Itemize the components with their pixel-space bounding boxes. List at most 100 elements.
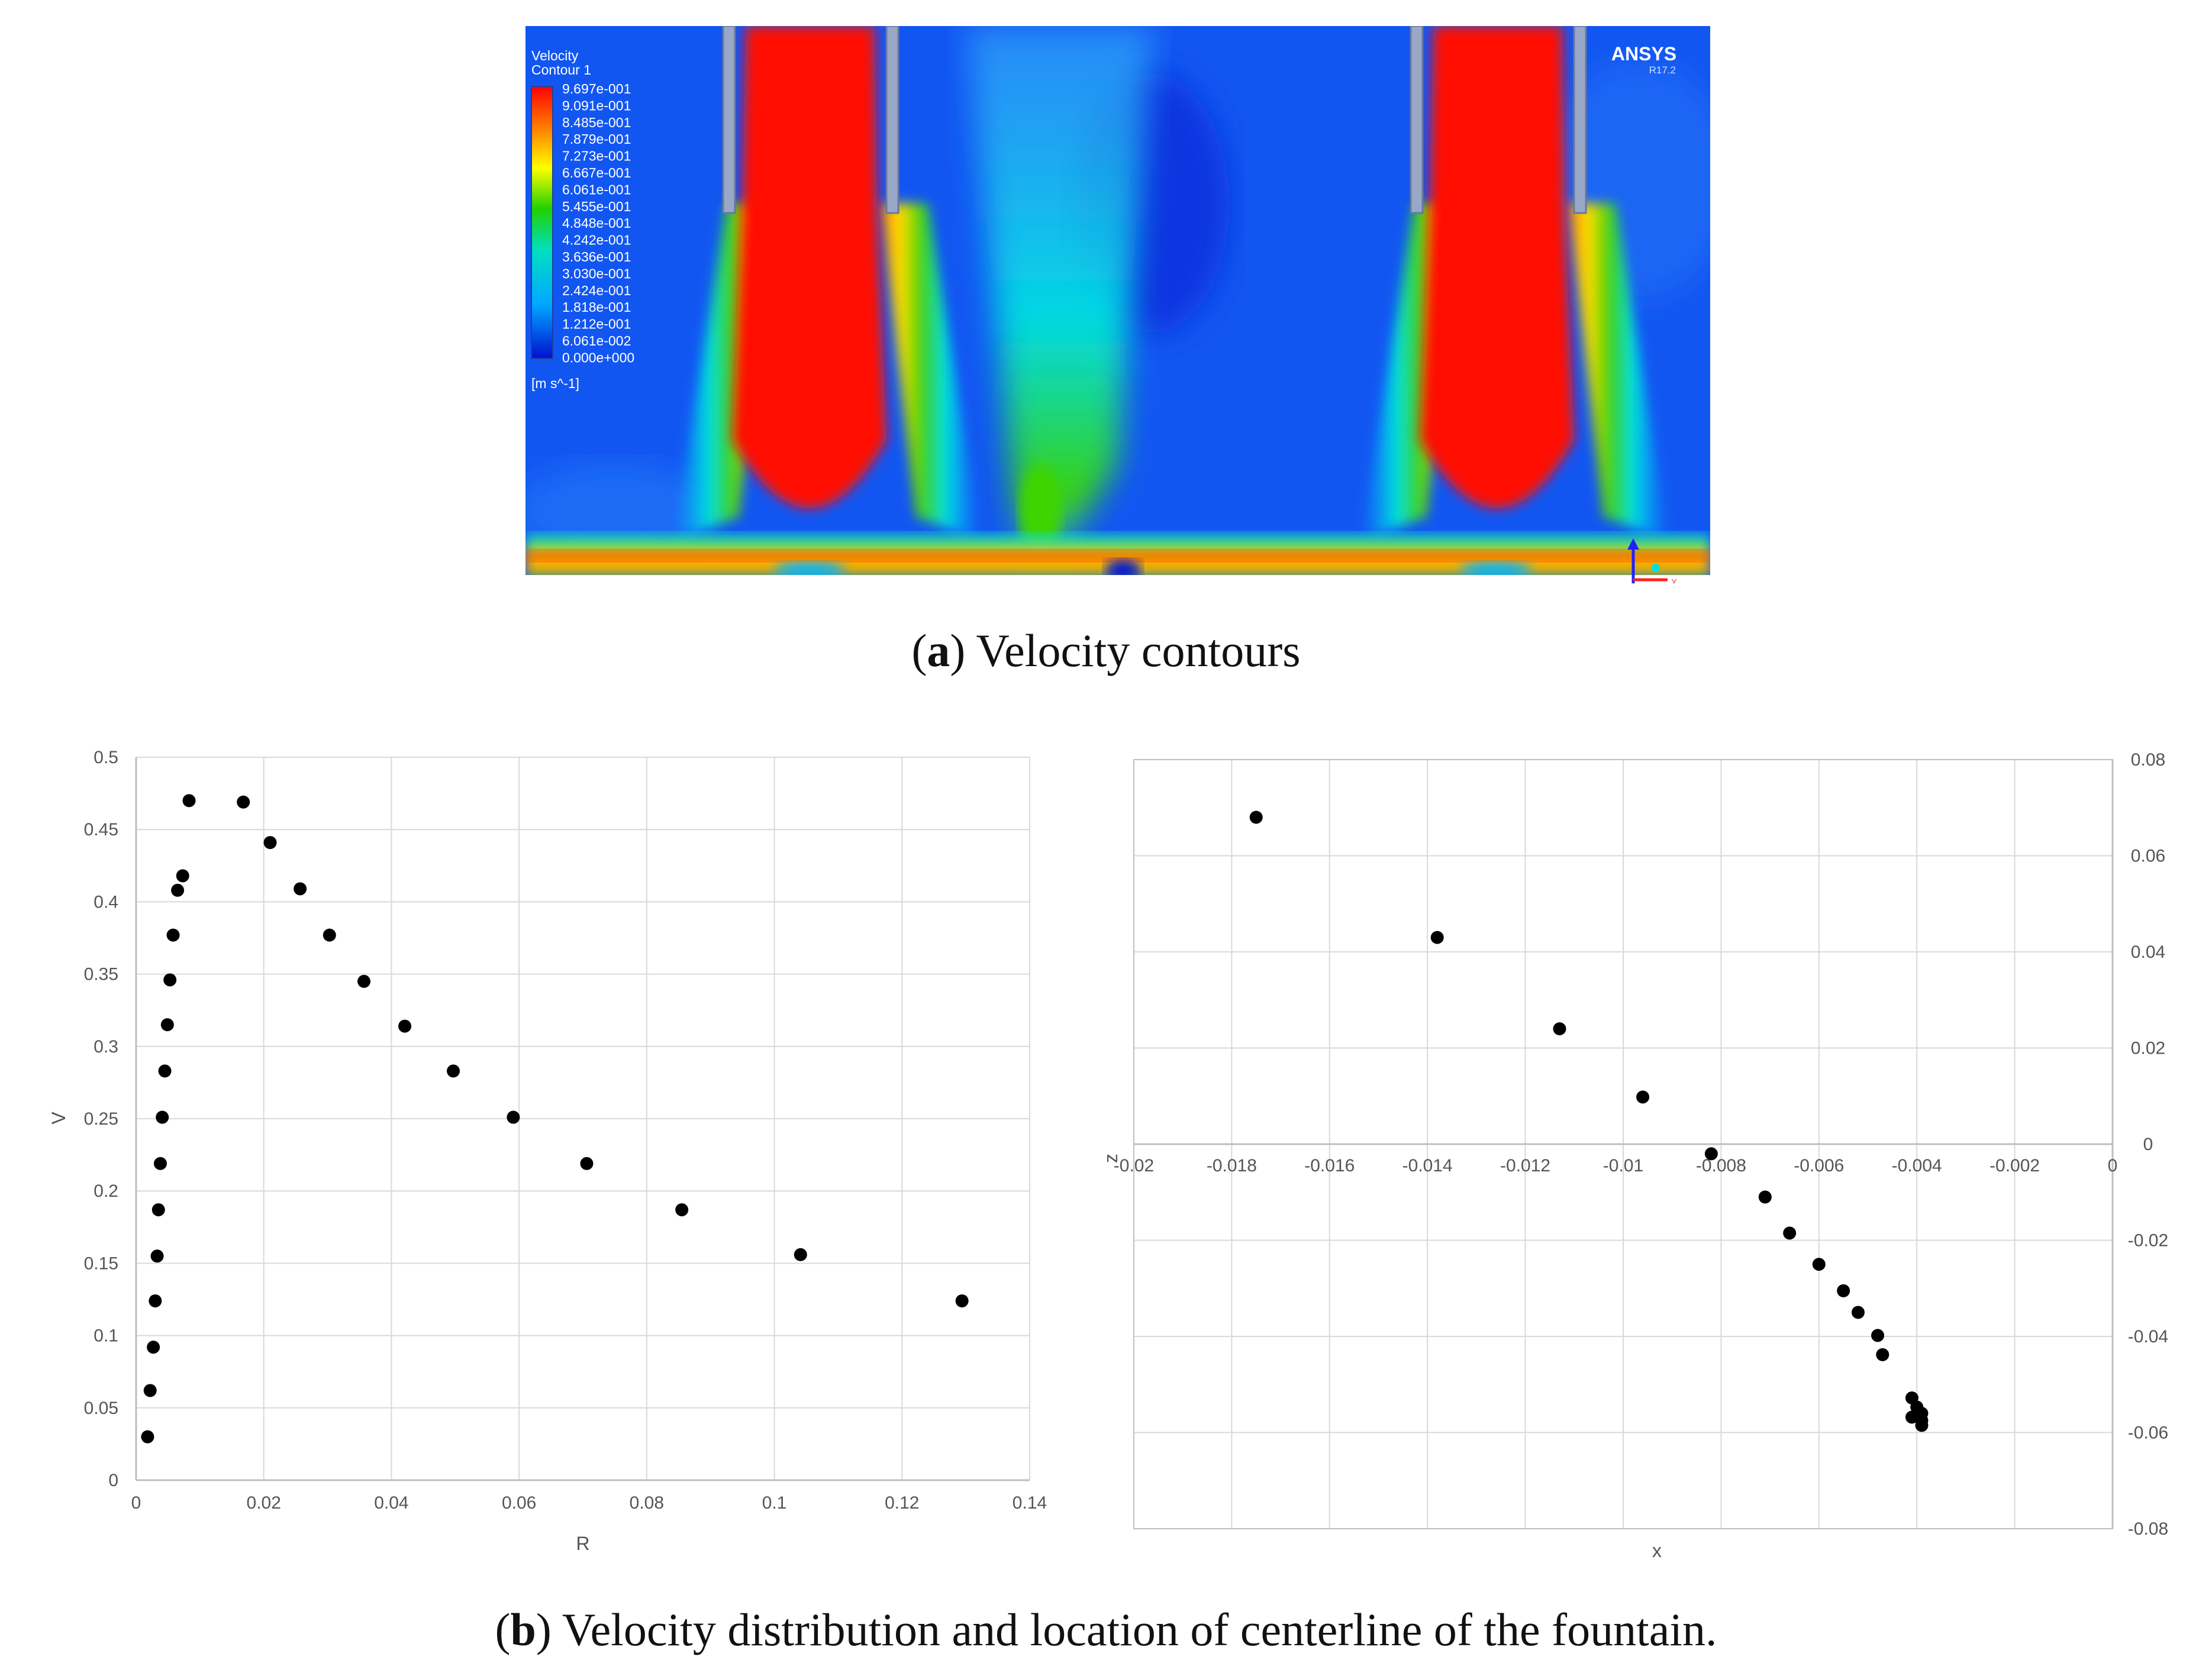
y-tick-label: 0.2 (93, 1181, 118, 1201)
x-tick-label: -0.02 (1114, 1156, 1154, 1176)
data-point (1876, 1348, 1889, 1361)
data-point (158, 1064, 172, 1078)
data-point (1812, 1258, 1826, 1271)
data-point (143, 1384, 157, 1397)
data-point (398, 1019, 412, 1033)
velocity-distribution-chart: 0 0.02 0.04 0.06 0.08 0.1 0.12 0.14 0 0.05 0.1 0.15… (48, 748, 1047, 1554)
ansys-version: R17.2 (1649, 64, 1676, 76)
data-point (1430, 931, 1444, 944)
x-tick-label: 0 (131, 1493, 141, 1513)
y-tick-label: -0.02 (2128, 1231, 2168, 1251)
data-point (163, 973, 177, 987)
legend-value: 3.636e-001 (562, 249, 631, 264)
data-point (160, 1018, 174, 1032)
data-point (141, 1430, 154, 1444)
legend-value: 9.091e-001 (562, 98, 631, 113)
data-point (1636, 1090, 1650, 1104)
x-tick-label: -0.01 (1603, 1156, 1643, 1176)
data-point (150, 1249, 164, 1263)
y-tick-label: 0.35 (84, 965, 118, 984)
x-tick-label: -0.006 (1794, 1156, 1844, 1176)
data-point (171, 883, 185, 897)
x-tick-label: -0.016 (1304, 1156, 1355, 1176)
legend-value: 8.485e-001 (562, 115, 631, 130)
caption-b: (b) Velocity distribution and location o… (495, 1604, 1717, 1655)
velocity-contour-image: Velocity Contour 1 9.697e-001 9.091e-001 8… (525, 26, 1710, 583)
x-axis-title: x (1652, 1540, 1662, 1561)
data-point (151, 1203, 165, 1216)
y-axis-title: z (1100, 1154, 1121, 1163)
legend-values: 9.697e-001 9.091e-001 8.485e-0017.879e-001… (562, 81, 634, 365)
x-tick-label: 0.02 (247, 1493, 281, 1513)
axis-triad-icon: x (1627, 538, 1677, 583)
data-point (147, 1341, 160, 1354)
data-series (1249, 810, 1929, 1432)
data-point (1249, 810, 1263, 824)
data-point (1915, 1419, 1929, 1432)
data-point (323, 928, 336, 942)
legend-value: 9.697e-001 (562, 81, 631, 96)
legend-subtitle: Contour 1 (531, 62, 591, 77)
data-point (1704, 1147, 1718, 1161)
legend-value: 7.879e-001 (562, 131, 631, 147)
data-point (153, 1157, 167, 1170)
x-tick-label: -0.004 (1892, 1156, 1942, 1176)
y-tick-label: 0.45 (84, 820, 118, 839)
legend-value: 7.273e-001 (562, 148, 631, 164)
y-tick-label: 0.06 (2131, 847, 2165, 866)
ansys-logo: ANSYS (1611, 43, 1676, 64)
data-point (675, 1203, 689, 1216)
y-tick-label: -0.04 (2128, 1327, 2168, 1346)
legend-value: 2.424e-001 (562, 283, 631, 298)
y-tick-label: 0.25 (84, 1109, 118, 1129)
gridlines (136, 757, 1030, 1481)
data-point (176, 869, 189, 883)
x-tick-label: 0.08 (630, 1493, 664, 1513)
x-tick-label: -0.018 (1207, 1156, 1257, 1176)
data-point (149, 1294, 162, 1307)
data-point (1553, 1022, 1566, 1035)
data-point (166, 928, 180, 942)
x-tick-label: -0.008 (1696, 1156, 1746, 1176)
legend-value: 1.818e-001 (562, 299, 631, 315)
legend-value: 1.212e-001 (562, 317, 631, 332)
data-point (1851, 1306, 1865, 1319)
y-tick-label: -0.08 (2128, 1519, 2168, 1539)
x-axis-title: R (576, 1533, 589, 1554)
y-tick-label: -0.06 (2128, 1423, 2168, 1443)
data-point (182, 794, 196, 808)
y-tick-label: 0.5 (93, 748, 118, 767)
y-tick-label: 0 (108, 1471, 118, 1490)
legend-value: 5.455e-001 (562, 199, 631, 214)
data-point (580, 1157, 594, 1170)
y-tick-label: 0.1 (93, 1326, 118, 1346)
data-point (955, 1294, 969, 1307)
x-tick-label: 0.12 (885, 1493, 919, 1513)
data-point (156, 1110, 169, 1124)
caption-a: (a) Velocity contours (911, 625, 1301, 676)
y-tick-label: 0.3 (93, 1037, 118, 1057)
triad-x-label: x (1671, 576, 1677, 583)
x-tick-label: 0.1 (762, 1493, 787, 1513)
x-tick-label: 0 (2108, 1156, 2118, 1176)
x-tick-label: -0.014 (1402, 1156, 1453, 1176)
legend-value: 3.030e-001 (562, 266, 631, 281)
legend-value: 6.061e-002 (562, 333, 631, 348)
data-series (141, 794, 969, 1444)
y-tick-label: 0.04 (2131, 942, 2165, 962)
data-point (237, 795, 250, 809)
x-tick-label: -0.002 (1989, 1156, 2040, 1176)
legend-value: 4.848e-001 (562, 215, 631, 231)
y-tick-label: 0.15 (84, 1254, 118, 1273)
data-point (1905, 1410, 1918, 1424)
data-point (1837, 1284, 1850, 1297)
data-point (1758, 1190, 1772, 1204)
x-tick-label: 0.14 (1013, 1493, 1047, 1513)
data-point (447, 1064, 460, 1078)
y-tick-label: 0.4 (93, 892, 118, 912)
x-tick-label: -0.012 (1500, 1156, 1550, 1176)
data-point (507, 1110, 520, 1124)
legend-value: 4.242e-001 (562, 232, 631, 248)
legend-color-bar (531, 86, 553, 359)
plot-frame (1133, 759, 2113, 1529)
